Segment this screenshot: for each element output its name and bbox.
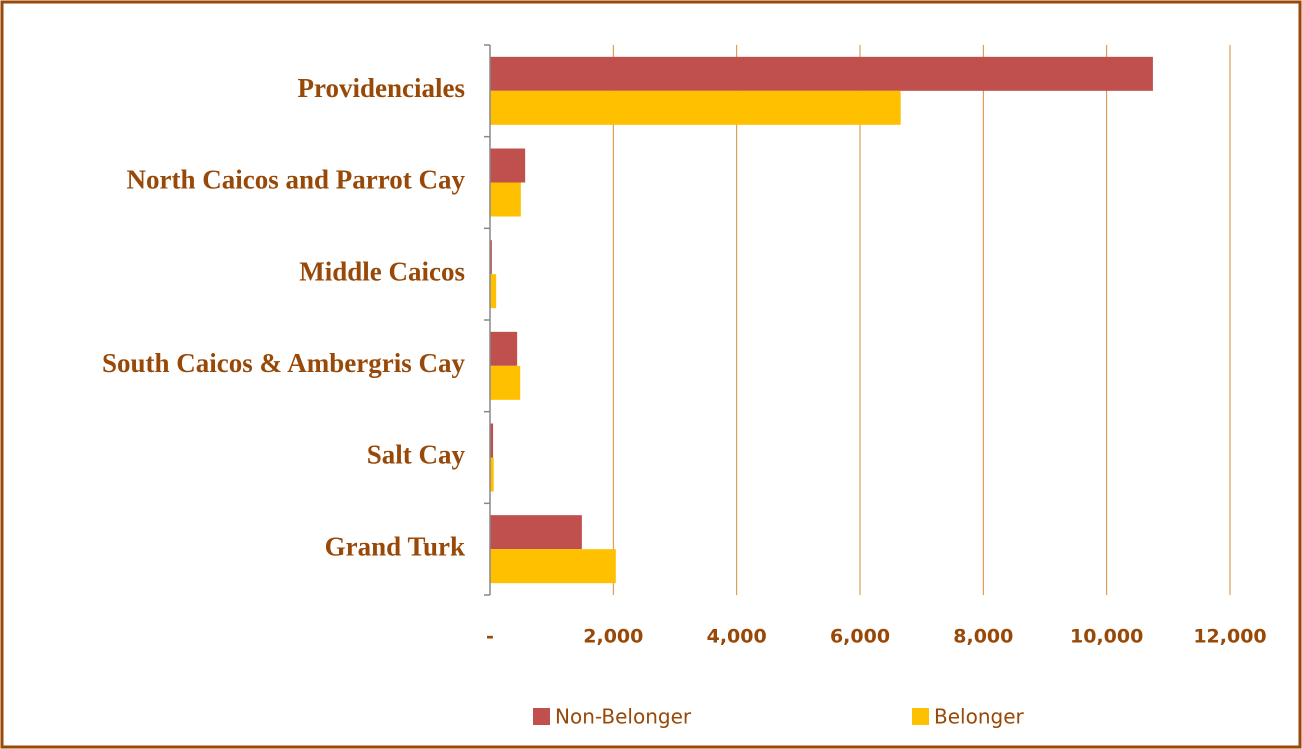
y-tick-label: Salt Cay [367, 440, 466, 470]
x-tick-label: - [486, 626, 494, 648]
y-tick-label: South Caicos & Ambergris Cay [102, 348, 465, 378]
x-tick-label: 12,000 [1193, 626, 1266, 648]
bar [490, 423, 494, 458]
legend-label: Non-Belonger [555, 705, 692, 729]
x-tick-label: 8,000 [953, 626, 1013, 648]
bar [490, 331, 518, 366]
x-tick-label: 6,000 [830, 626, 890, 648]
legend-swatch [912, 708, 929, 725]
bar [490, 549, 616, 584]
bar [490, 457, 494, 492]
bar [490, 515, 582, 550]
x-tick-label: 10,000 [1070, 626, 1143, 648]
y-tick-label: Middle Caicos [299, 256, 465, 286]
bar [490, 240, 492, 275]
legend-swatch [533, 708, 550, 725]
y-tick-label: North Caicos and Parrot Cay [127, 165, 466, 195]
y-tick-label: Providenciales [298, 73, 465, 103]
x-tick-label: 4,000 [707, 626, 767, 648]
bar [490, 90, 901, 125]
bar [490, 274, 497, 309]
bar [490, 56, 1153, 91]
y-tick-label: Grand Turk [325, 531, 465, 561]
bar [490, 365, 521, 400]
legend-label: Belonger [934, 705, 1024, 729]
x-tick-label: 2,000 [583, 626, 643, 648]
bar [490, 182, 521, 217]
bar [490, 148, 526, 183]
